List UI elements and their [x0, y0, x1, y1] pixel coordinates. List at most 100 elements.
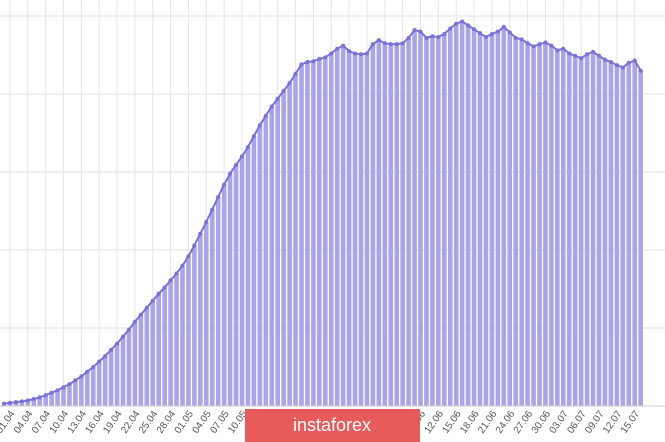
- point: [626, 60, 631, 65]
- bar: [620, 67, 626, 406]
- bar: [561, 48, 566, 406]
- bar: [299, 64, 304, 407]
- bar: [465, 25, 471, 407]
- point: [561, 46, 566, 51]
- point: [430, 34, 435, 39]
- point: [216, 194, 221, 199]
- bar: [495, 31, 501, 406]
- point: [376, 38, 381, 43]
- bar: [90, 367, 96, 406]
- point: [204, 219, 209, 224]
- point: [585, 52, 590, 57]
- bar: [442, 33, 447, 406]
- point: [329, 51, 334, 56]
- bar: [227, 173, 233, 406]
- point: [13, 400, 18, 405]
- bar: [608, 62, 614, 407]
- bar: [471, 29, 477, 406]
- bar: [67, 384, 72, 406]
- point: [251, 134, 256, 139]
- point: [305, 60, 310, 65]
- bar: [346, 51, 352, 406]
- point: [311, 59, 316, 64]
- point: [501, 24, 506, 29]
- bar: [198, 233, 203, 406]
- bar: [192, 245, 197, 406]
- bar: [412, 30, 417, 406]
- bar: [382, 43, 388, 407]
- point: [222, 182, 227, 187]
- point: [210, 207, 215, 212]
- point: [138, 312, 143, 317]
- point: [567, 51, 572, 56]
- point: [394, 42, 399, 47]
- watermark: instaforex: [293, 415, 371, 435]
- bar: [507, 32, 513, 406]
- point: [168, 278, 173, 283]
- bar: [370, 44, 376, 406]
- point: [478, 31, 482, 36]
- point: [228, 171, 233, 176]
- point: [359, 52, 363, 57]
- bar: [501, 26, 507, 406]
- bar: [430, 36, 435, 406]
- point: [245, 145, 250, 150]
- bar: [453, 23, 459, 407]
- bar: [25, 400, 31, 406]
- bar: [126, 329, 132, 406]
- point: [275, 96, 280, 101]
- bar: [358, 54, 364, 406]
- bar: [418, 31, 423, 406]
- bar: [275, 98, 280, 407]
- point: [424, 35, 429, 40]
- bar: [150, 300, 156, 406]
- bar: [311, 61, 316, 407]
- point: [180, 263, 185, 268]
- point: [61, 385, 66, 390]
- point: [364, 51, 369, 56]
- bar: [96, 361, 102, 406]
- point: [162, 285, 167, 290]
- bar: [400, 43, 405, 407]
- point: [638, 68, 643, 73]
- bar: [632, 60, 637, 407]
- point: [7, 400, 12, 405]
- point: [257, 123, 262, 128]
- bar: [406, 37, 411, 407]
- bar: [239, 156, 245, 406]
- watermark-box: [245, 409, 420, 442]
- bar: [19, 401, 25, 406]
- bar: [132, 321, 138, 406]
- bar: [519, 39, 524, 407]
- point: [67, 382, 72, 387]
- bar: [489, 33, 495, 406]
- bar: [257, 125, 263, 406]
- point: [466, 23, 471, 28]
- point: [531, 44, 536, 49]
- point: [483, 35, 488, 40]
- point: [132, 319, 137, 324]
- bar: [447, 28, 453, 406]
- bar: [305, 62, 310, 407]
- point: [591, 49, 596, 54]
- bar: [388, 44, 394, 406]
- bar: [144, 307, 150, 406]
- bar: [174, 273, 179, 406]
- point: [495, 29, 500, 34]
- point: [513, 35, 518, 40]
- bar: [287, 83, 292, 406]
- bar: [156, 293, 161, 406]
- bar: [424, 37, 429, 407]
- bar: [79, 376, 84, 406]
- bar: [394, 44, 399, 406]
- point: [263, 113, 268, 118]
- point: [174, 271, 179, 276]
- point: [382, 41, 387, 46]
- point: [448, 26, 453, 31]
- bar: [138, 314, 144, 406]
- bar: [352, 53, 358, 406]
- point: [608, 60, 613, 65]
- point: [85, 369, 90, 374]
- bar: [549, 45, 554, 406]
